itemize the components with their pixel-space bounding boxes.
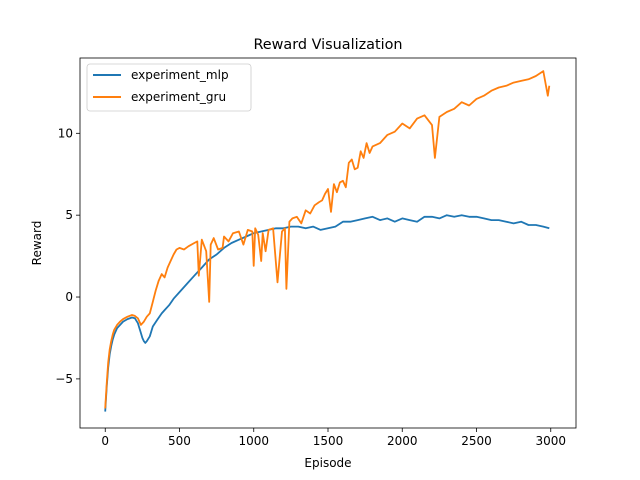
x-tick-label: 3000 — [535, 434, 566, 448]
legend-box — [86, 63, 252, 112]
plot-lines — [104, 70, 551, 412]
x-tick-label: 500 — [168, 434, 191, 448]
x-tick-label: 2500 — [461, 434, 492, 448]
x-tick-label: 1000 — [238, 434, 269, 448]
x-tick-label: 1500 — [313, 434, 344, 448]
y-tick-label: 0 — [65, 290, 73, 304]
y-tick-label: −5 — [55, 372, 73, 386]
legend-label-gru: experiment_gru — [131, 90, 226, 104]
y-axis-label: Reward — [30, 221, 44, 266]
legend: experiment_mlp experiment_gru — [86, 63, 252, 112]
x-axis-label: Episode — [304, 456, 351, 470]
series-line-experiment_gru — [104, 70, 551, 409]
x-tick-label: 0 — [101, 434, 109, 448]
y-tick-label: 10 — [58, 126, 73, 140]
y-axis: −5 0 5 10 — [55, 126, 80, 386]
y-tick-label: 5 — [65, 208, 73, 222]
series-line-experiment_mlp — [104, 214, 550, 412]
legend-label-mlp: experiment_mlp — [131, 68, 229, 82]
x-tick-label: 2000 — [387, 434, 418, 448]
chart-title: Reward Visualization — [253, 37, 402, 53]
x-axis: 0 500 1000 1500 2000 2500 3000 — [101, 428, 566, 448]
